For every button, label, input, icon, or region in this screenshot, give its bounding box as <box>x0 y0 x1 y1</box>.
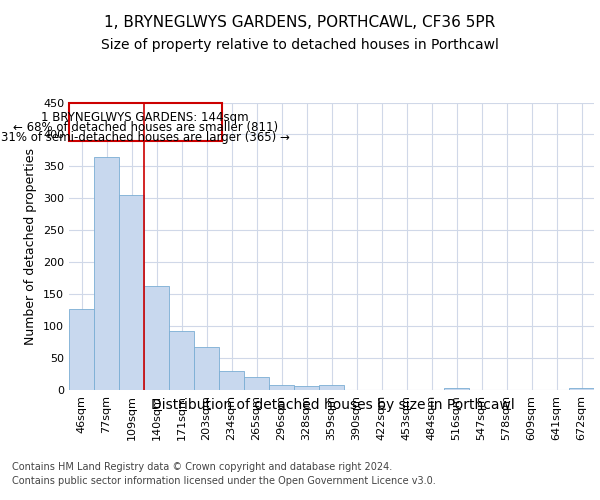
Bar <box>144 286 169 390</box>
Text: Contains HM Land Registry data © Crown copyright and database right 2024.: Contains HM Land Registry data © Crown c… <box>12 462 392 472</box>
Bar <box>269 385 294 390</box>
Y-axis label: Number of detached properties: Number of detached properties <box>25 148 37 345</box>
Bar <box>69 309 94 390</box>
Bar <box>169 330 194 390</box>
Bar <box>69 102 221 141</box>
Text: 31% of semi-detached houses are larger (365) →: 31% of semi-detached houses are larger (… <box>1 132 290 144</box>
Bar <box>444 388 469 390</box>
Bar <box>319 385 344 390</box>
Bar <box>244 377 269 390</box>
Text: Size of property relative to detached houses in Porthcawl: Size of property relative to detached ho… <box>101 38 499 52</box>
Text: 1, BRYNEGLWYS GARDENS, PORTHCAWL, CF36 5PR: 1, BRYNEGLWYS GARDENS, PORTHCAWL, CF36 5… <box>104 15 496 30</box>
Bar <box>194 347 219 390</box>
Bar <box>569 388 594 390</box>
Bar <box>119 195 144 390</box>
Bar <box>94 157 119 390</box>
Text: Contains public sector information licensed under the Open Government Licence v3: Contains public sector information licen… <box>12 476 436 486</box>
Bar <box>294 386 319 390</box>
Text: 1 BRYNEGLWYS GARDENS: 144sqm: 1 BRYNEGLWYS GARDENS: 144sqm <box>41 111 249 124</box>
Text: Distribution of detached houses by size in Porthcawl: Distribution of detached houses by size … <box>151 398 515 411</box>
Bar <box>219 371 244 390</box>
Text: ← 68% of detached houses are smaller (811): ← 68% of detached houses are smaller (81… <box>13 121 278 134</box>
